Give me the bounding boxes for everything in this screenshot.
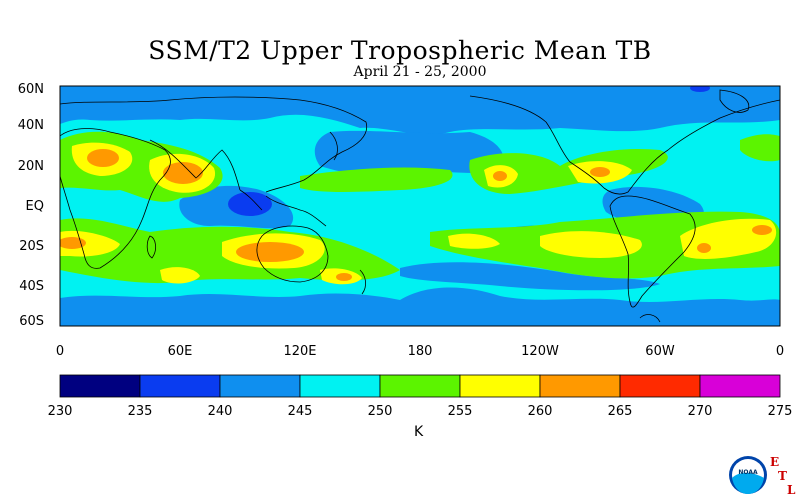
field-235-arctic xyxy=(690,86,710,92)
field-240-north-band xyxy=(60,86,780,135)
colorbar-swatch-245-250 xyxy=(299,374,381,398)
field-260-arabia xyxy=(163,162,203,184)
lon-label-60e: 60E xyxy=(167,344,193,359)
lon-label-0-east: 0 xyxy=(775,344,785,359)
field-240-south-band xyxy=(60,287,780,326)
field-255-south-america xyxy=(540,231,642,258)
etl-letter-e: E xyxy=(770,455,779,469)
field-250-central-pacific xyxy=(469,148,668,194)
noaa-etl-logo: NOAA E T L xyxy=(729,455,796,497)
field-260-hawaii xyxy=(493,171,507,181)
lon-label-60w: 60W xyxy=(645,344,675,359)
colorbar xyxy=(59,374,781,398)
colorbar-tick-235: 235 xyxy=(127,404,153,419)
coast-south-america xyxy=(609,195,696,308)
colorbar-tick-265: 265 xyxy=(607,404,633,419)
colorbar-swatch-270-275 xyxy=(699,374,781,398)
colorbar-tick-245: 245 xyxy=(287,404,313,419)
colorbar-swatch-235-240 xyxy=(139,374,221,398)
colorbar-swatch-265-270 xyxy=(619,374,701,398)
field-250-atlantic-north xyxy=(740,134,780,162)
coastlines xyxy=(60,89,780,323)
field-235-core xyxy=(228,192,272,216)
etl-letter-l: L xyxy=(787,483,796,497)
field-260-tasman xyxy=(336,273,352,281)
colorbar-tick-255: 255 xyxy=(447,404,473,419)
colorbar-tick-250: 250 xyxy=(367,404,393,419)
lon-label-120e: 120E xyxy=(283,344,317,359)
chart-subtitle: April 21 - 25, 2000 xyxy=(353,64,487,80)
lat-label-40n: 40N xyxy=(17,118,44,133)
coast-north-america xyxy=(469,95,780,195)
lat-label-20n: 20N xyxy=(17,159,44,174)
coast-australia xyxy=(256,225,329,283)
lon-label-0: 0 xyxy=(55,344,65,359)
coast-greenland xyxy=(719,89,750,113)
lat-label-60s: 60S xyxy=(19,314,44,329)
colorbar-swatch-260-265 xyxy=(539,374,621,398)
coast-japan xyxy=(329,131,338,161)
lat-label-40s: 40S xyxy=(19,279,44,294)
field-240-pacific xyxy=(314,130,504,177)
coast-arabia-india xyxy=(149,139,241,191)
field-260-south-atlantic-b xyxy=(752,225,772,235)
coast-antarctic-peninsula xyxy=(639,314,661,323)
lat-label-eq: EQ xyxy=(25,199,44,214)
colorbar-swatch-240-245 xyxy=(219,374,301,398)
chart-title: SSM/T2 Upper Tropospheric Mean TB xyxy=(148,36,652,65)
coast-eurasia-north xyxy=(60,96,368,193)
field-260-australia xyxy=(236,242,304,262)
colorbar-tick-270: 270 xyxy=(687,404,713,419)
lon-label-180: 180 xyxy=(407,344,433,359)
field-260-sahara xyxy=(87,149,119,167)
etl-letter-t: T xyxy=(778,469,787,483)
colorbar-unit: K xyxy=(414,424,424,440)
colorbar-tick-275: 275 xyxy=(767,404,793,419)
field-260-south-atlantic-a xyxy=(697,243,711,253)
field-250-north-pacific xyxy=(300,167,453,192)
field-255-s-pacific xyxy=(448,233,500,249)
colorbar-tick-230: 230 xyxy=(47,404,73,419)
coast-madagascar xyxy=(146,235,156,259)
colorbar-swatch-230-235 xyxy=(59,374,141,398)
coast-se-asia xyxy=(239,189,327,227)
colorbar-tick-240: 240 xyxy=(207,404,233,419)
colorbar-swatch-255-260 xyxy=(459,374,541,398)
coast-africa xyxy=(60,128,171,269)
lat-label-60n: 60N xyxy=(17,82,44,97)
colorbar-swatch-250-255 xyxy=(379,374,461,398)
field-260-mexico xyxy=(590,167,610,177)
field-240-south-pacific xyxy=(400,262,660,291)
noaa-logo-text: NOAA xyxy=(738,469,758,476)
temperature-field xyxy=(60,86,780,326)
coast-new-zealand xyxy=(359,269,366,295)
field-255-indian-sw xyxy=(160,267,200,284)
lon-label-120w: 120W xyxy=(521,344,559,359)
colorbar-tick-260: 260 xyxy=(527,404,553,419)
lat-label-20s: 20S xyxy=(19,239,44,254)
